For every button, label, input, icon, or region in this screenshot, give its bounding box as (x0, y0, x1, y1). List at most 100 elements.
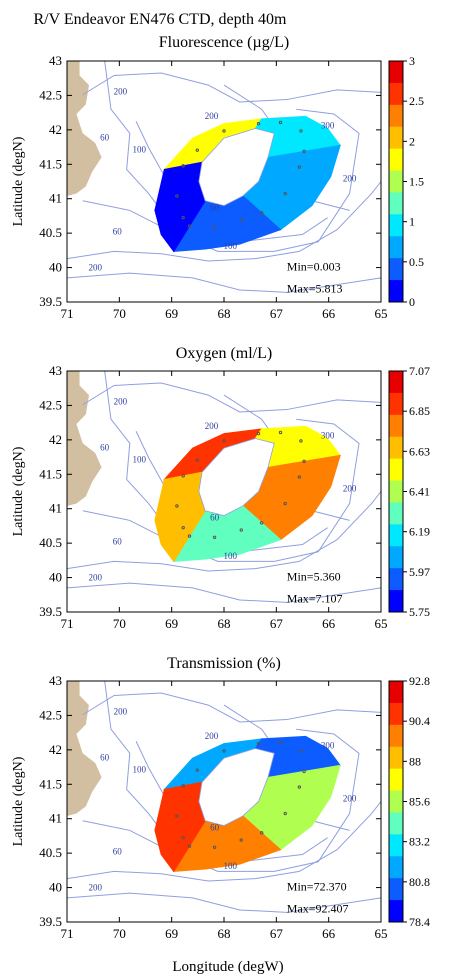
station-marker (195, 458, 200, 462)
station-marker (181, 215, 185, 220)
x-tick-label: 68 (218, 926, 231, 941)
y-tick-label: 40.5 (39, 225, 62, 240)
x-tick-label: 71 (61, 306, 74, 321)
bathymetry-contour (67, 801, 381, 882)
figure-title: R/V Endeavor EN476 CTD, depth 40m (33, 11, 287, 28)
bathymetry-contour (67, 582, 381, 603)
contour-label: 300 (321, 740, 335, 750)
panel-title: Oxygen (ml/L) (176, 345, 272, 362)
y-tick-label: 42.5 (39, 397, 62, 412)
station-marker (175, 504, 179, 508)
colorbar-tick-label: 1.5 (409, 175, 424, 189)
contour-label: 100 (224, 861, 238, 871)
x-tick-label: 69 (165, 306, 178, 321)
colorbar-segment (389, 878, 403, 901)
station-marker (299, 749, 303, 753)
station-marker (299, 129, 303, 133)
station-marker (195, 148, 200, 152)
bathymetry-contour (82, 108, 360, 252)
colorbar-tick-label: 6.41 (409, 485, 430, 499)
colorbar-tick-label: 0 (409, 295, 415, 309)
y-tick-label: 42 (49, 122, 62, 137)
station-marker (212, 535, 217, 539)
station-marker (195, 768, 200, 772)
y-axis-label: Latitude (degN) (11, 136, 26, 226)
colorbar-tick-label: 2 (409, 134, 415, 148)
colorbar-tick-label: 90.4 (409, 714, 430, 728)
colorbar-tick-label: 80.8 (409, 875, 430, 889)
panel-title: Transmission (%) (167, 655, 281, 672)
map-panel-3: Transmission (%) 200 60 100 200 300 60 200 60 100… (11, 655, 430, 941)
colorbar-segment (389, 392, 403, 416)
x-tick-label: 71 (61, 926, 74, 941)
station-marker (297, 785, 302, 789)
y-axis-label: Latitude (degN) (11, 446, 26, 536)
colorbar-segment (389, 371, 403, 394)
y-tick-label: 43 (49, 363, 62, 378)
land-mass (67, 681, 102, 816)
station-marker (259, 211, 264, 215)
station-marker (283, 501, 287, 506)
bathymetry-contour (67, 272, 381, 293)
station-marker (259, 521, 264, 525)
contour-label: 200 (114, 707, 128, 717)
contour-label: 300 (321, 430, 335, 440)
contour-label: 200 (205, 731, 219, 741)
colorbar-segment (389, 61, 403, 84)
x-tick-label: 70 (113, 306, 126, 321)
x-tick-label: 69 (165, 616, 178, 631)
map-layer: 200 60 100 200 300 60 200 60 100 200 (67, 681, 381, 913)
colorbar-segment (389, 790, 403, 813)
contour-label: 200 (343, 794, 357, 804)
contour-label: 60 (100, 753, 110, 763)
colorbar-segment (389, 768, 403, 792)
y-axis-label: Latitude (degN) (11, 756, 26, 846)
y-tick-label: 42.5 (39, 707, 62, 722)
station-marker (302, 769, 306, 774)
station-marker (302, 459, 306, 464)
colorbar-tick-label: 78.4 (409, 915, 430, 929)
contour-label: 100 (224, 551, 238, 561)
station-marker (256, 121, 261, 126)
bathymetry-contour (82, 692, 381, 723)
contour-label: 200 (343, 484, 357, 494)
bathymetry-contour (82, 418, 360, 562)
colorbar-tick-label: 3 (409, 54, 415, 68)
station-marker (175, 814, 179, 818)
colorbar-segment (389, 280, 403, 303)
colorbar-segment (389, 82, 403, 106)
colorbar-tick-label: 85.6 (409, 795, 430, 809)
colorbar-segment (389, 192, 403, 215)
station-marker (278, 120, 283, 125)
map-panel-1: Fluorescence (µg/L) 200 60 100 200 300 60 200 60… (11, 34, 424, 321)
survey-hole (198, 748, 275, 827)
station-marker (302, 149, 306, 154)
contour-label: 200 (205, 421, 219, 431)
station-marker (181, 835, 185, 840)
x-tick-label: 66 (322, 616, 336, 631)
station-marker (175, 194, 179, 198)
station-marker (181, 525, 185, 530)
colorbar-segment (389, 502, 403, 525)
y-tick-label: 41 (49, 191, 62, 206)
contour-label: 200 (114, 87, 128, 97)
x-tick-label: 66 (322, 306, 336, 321)
map-layer: 200 60 100 200 300 60 200 60 100 200 (67, 61, 381, 293)
colorbar-tick-label: 5.75 (409, 605, 430, 619)
colorbar-segment (389, 148, 403, 172)
stat-max: Max=7.107 (287, 591, 343, 605)
contour-label: 200 (114, 397, 128, 407)
colorbar-segment (389, 546, 403, 569)
x-tick-label: 68 (218, 616, 231, 631)
colorbar-segment (389, 746, 403, 770)
x-tick-label: 67 (270, 926, 284, 941)
colorbar-tick-label: 5.97 (409, 565, 430, 579)
colorbar-segment (389, 258, 403, 281)
colorbar-segment (389, 214, 403, 237)
bathymetry-contour (82, 382, 381, 413)
survey-hole (198, 128, 275, 207)
colorbar-segment (389, 236, 403, 259)
x-tick-label: 65 (375, 926, 388, 941)
y-tick-label: 41 (49, 501, 62, 516)
